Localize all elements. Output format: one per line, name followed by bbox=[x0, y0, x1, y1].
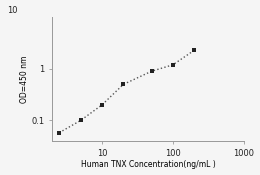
Point bbox=[192, 49, 196, 52]
Point bbox=[121, 83, 125, 86]
Point bbox=[100, 104, 104, 106]
Y-axis label: OD=450 nm: OD=450 nm bbox=[20, 55, 29, 103]
Point bbox=[171, 63, 175, 66]
Point bbox=[150, 70, 154, 73]
Point bbox=[79, 119, 83, 122]
Point bbox=[57, 131, 61, 134]
Text: 10: 10 bbox=[7, 6, 18, 15]
X-axis label: Human TNX Concentration(ng/mL ): Human TNX Concentration(ng/mL ) bbox=[81, 160, 216, 169]
